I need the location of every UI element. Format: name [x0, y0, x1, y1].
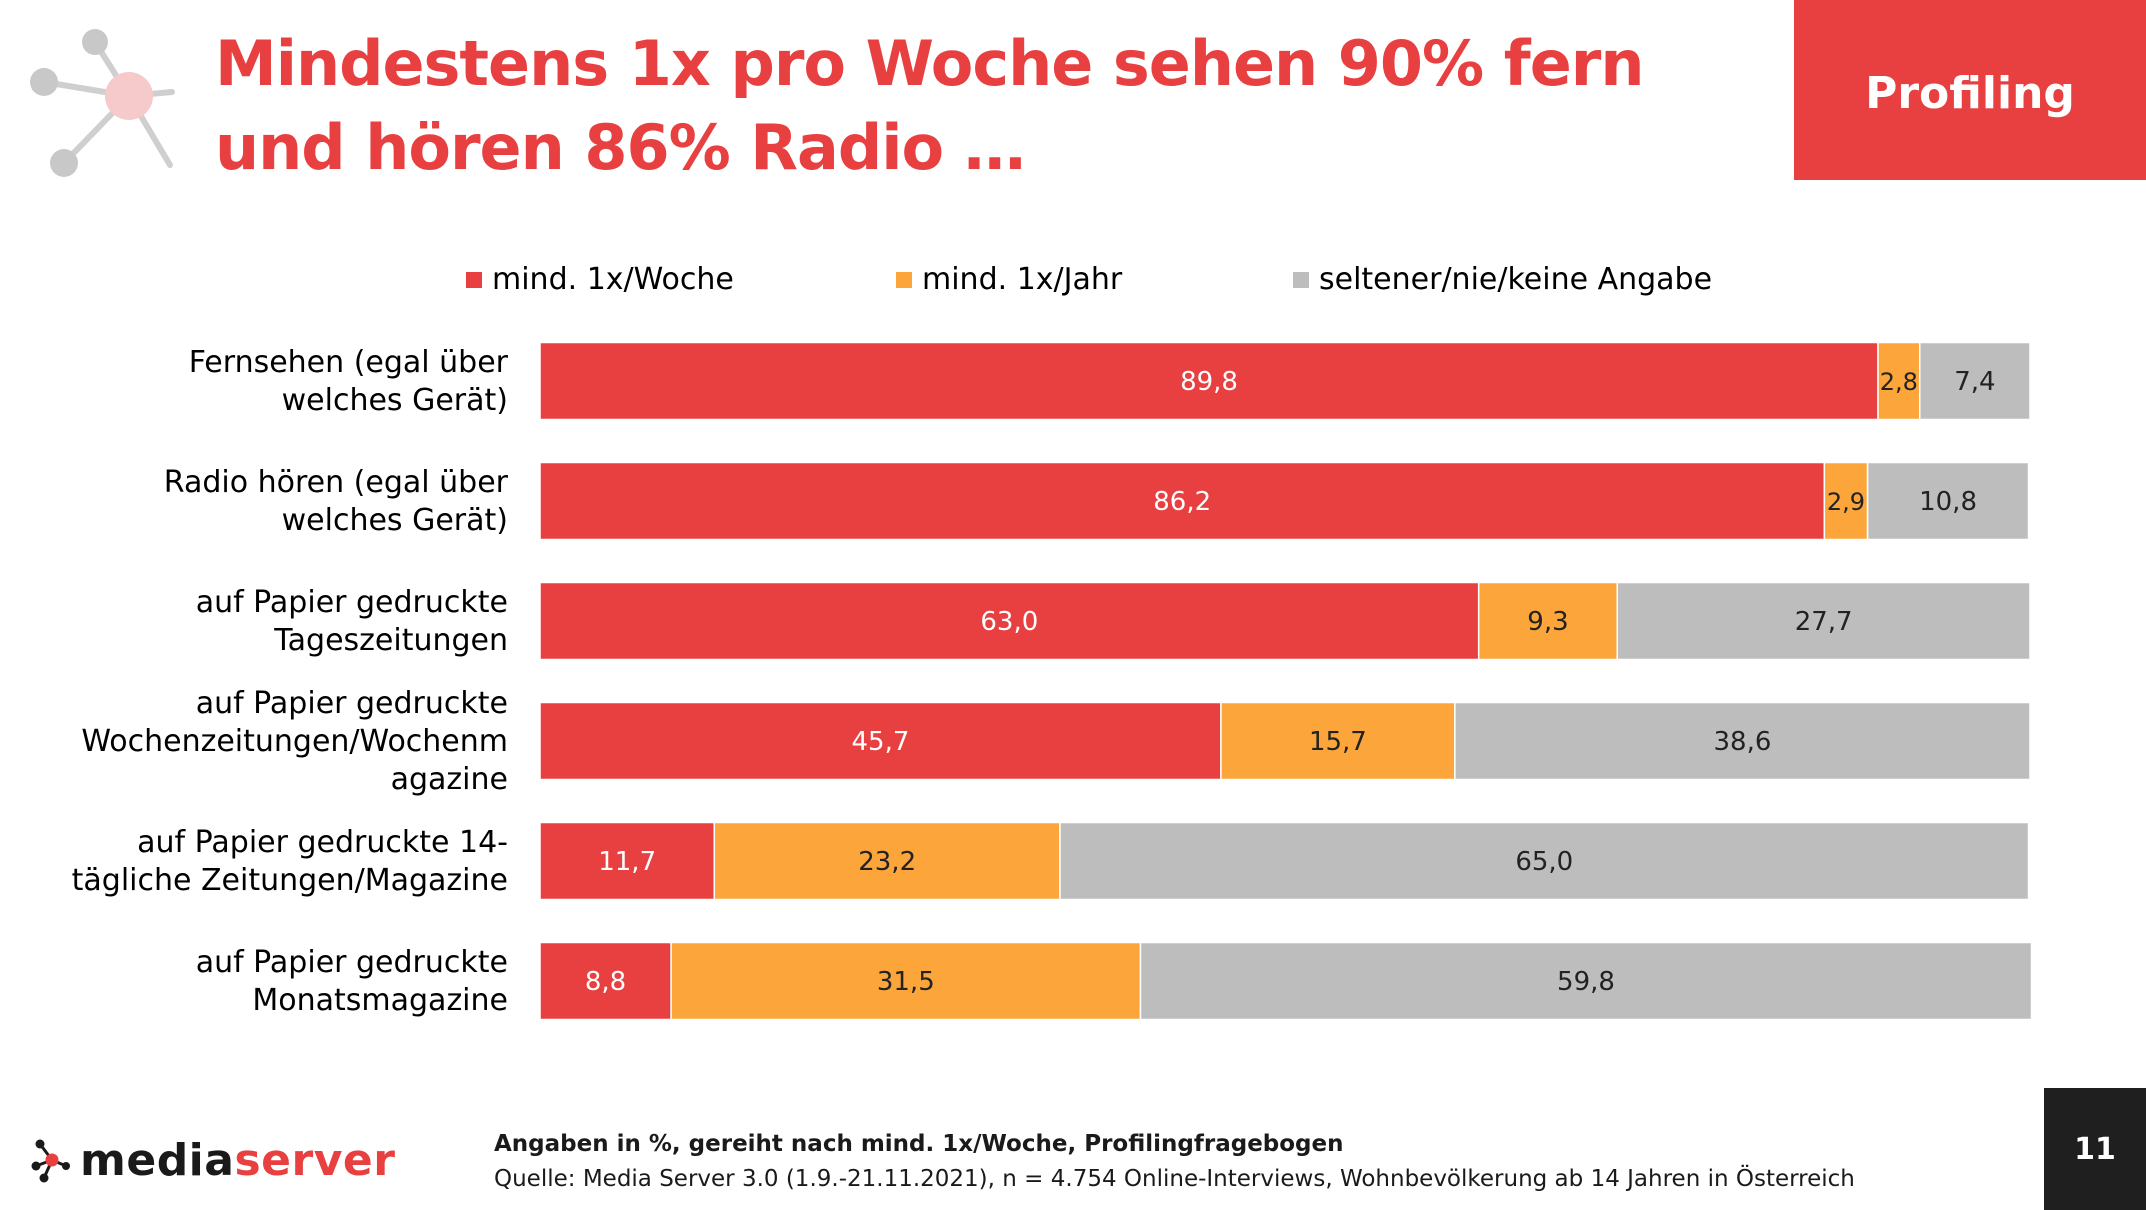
category-label-line: Tageszeitungen: [273, 623, 508, 658]
category-label-line: welches Gerät): [282, 503, 508, 538]
molecule-decoration-icon: [30, 29, 175, 177]
category-label: Radio hören (egal über welches Gerät): [164, 465, 509, 538]
slide-title: Mindestens 1x pro Woche sehen 90% fern u…: [215, 22, 1644, 190]
category-label: Fernsehen (egal über welches Gerät): [189, 345, 509, 418]
category-label-line: tägliche Zeitungen/Magazine: [72, 863, 508, 898]
bar-value-label: 2,9: [1827, 488, 1865, 516]
bar-value-label: 7,4: [1954, 367, 1995, 397]
category-label-line: auf Papier gedruckte: [196, 945, 508, 980]
bar-value-label: 11,7: [598, 847, 656, 877]
bar-segment: [1616, 581, 2031, 661]
logo-text-media: media: [80, 1135, 234, 1186]
legend-item-rarely: seltener/nie/keine Angabe: [1293, 262, 1712, 297]
slide-title-line-2: und hören 86% Radio …: [215, 111, 1026, 184]
bar-segment: [1059, 821, 2030, 901]
category-label: auf Papier gedruckte Wochenzeitungen/Woch…: [81, 686, 508, 797]
bar-segment: [1823, 461, 1869, 541]
bar-segment: [1454, 701, 2031, 781]
category-label-line: auf Papier gedruckte: [196, 686, 508, 721]
category-label-line: agazine: [391, 762, 508, 797]
logo-text-server: server: [234, 1135, 395, 1186]
bar-value-label: 27,7: [1795, 607, 1853, 637]
bar-value-label: 2,8: [1880, 368, 1918, 396]
legend-item-weekly: mind. 1x/Woche: [466, 262, 734, 297]
bar-segment: [539, 941, 672, 1021]
legend-swatch-yearly: [896, 271, 912, 288]
bar-segment: [1139, 941, 2033, 1021]
bar-segment: [539, 341, 1879, 421]
legend-label-yearly: mind. 1x/Jahr: [922, 262, 1123, 297]
category-label-line: Wochenzeitungen/Wochenm: [81, 724, 508, 759]
bar-value-label: 63,0: [980, 607, 1038, 637]
bar-value-label: 59,8: [1557, 967, 1615, 997]
category-label: auf Papier gedruckte Monatsmagazine: [196, 945, 508, 1018]
footer-note: Angaben in %, gereiht nach mind. 1x/Woch…: [494, 1131, 1344, 1157]
category-label: auf Papier gedruckte 14-tägliche Zeitung…: [72, 825, 508, 898]
page-number: 11: [2044, 1088, 2146, 1210]
logo-molecule-icon: [31, 1139, 70, 1183]
category-label: auf Papier gedruckte Tageszeitungen: [196, 585, 508, 658]
category-label-line: Radio hören (egal über: [164, 465, 509, 500]
legend-swatch-rarely: [1293, 271, 1309, 288]
legend-label-rarely: seltener/nie/keine Angabe: [1319, 262, 1713, 297]
bar-value-label: 65,0: [1515, 847, 1573, 877]
footer-source: Quelle: Media Server 3.0 (1.9.-21.11.202…: [494, 1166, 1855, 1192]
bar-segment: [539, 701, 1222, 781]
stacked-bar-chart: Fernsehen (egal über welches Gerät)89,8 2,…: [72, 341, 2033, 1021]
bar-value-label: 23,2: [858, 847, 916, 877]
category-label-line: Monatsmagazine: [252, 983, 508, 1018]
bar-value-label: 31,5: [877, 967, 935, 997]
bar-segment: [713, 821, 1061, 901]
category-label-line: welches Gerät): [282, 383, 508, 418]
category-label-line: Fernsehen (egal über: [189, 345, 509, 380]
footer-notes: Angaben in %, gereiht nach mind. 1x/Woch…: [494, 1127, 1855, 1197]
bar-value-label: 89,8: [1180, 367, 1238, 397]
svg-text:mediaserver: mediaserver: [80, 1135, 395, 1186]
category-label-line: auf Papier gedruckte 14-: [137, 825, 508, 860]
bar-segment: [539, 821, 716, 901]
legend-swatch-weekly: [466, 271, 482, 288]
bar-value-label: 38,6: [1713, 727, 1771, 757]
bar-value-label: 8,8: [585, 967, 626, 997]
legend-label-weekly: mind. 1x/Woche: [492, 262, 734, 297]
bar-segment: [1918, 341, 2031, 421]
bar-segment: [539, 461, 1826, 541]
bar-segment: [670, 941, 1142, 1021]
category-label-line: auf Papier gedruckte: [196, 585, 508, 620]
section-badge: Profiling: [1794, 0, 2146, 180]
bar-segment: [1220, 701, 1456, 781]
bar-value-label: 15,7: [1309, 727, 1367, 757]
bar-value-label: 10,8: [1919, 487, 1977, 517]
mediaserver-logo: mediaserver: [31, 1135, 395, 1186]
bar-value-label: 45,7: [852, 727, 910, 757]
bar-segment: [1866, 461, 2030, 541]
bar-value-label: 86,2: [1153, 487, 1211, 517]
legend-item-yearly: mind. 1x/Jahr: [896, 262, 1122, 297]
bar-value-label: 9,3: [1527, 607, 1568, 637]
section-badge-label: Profiling: [1865, 67, 2075, 119]
slide-title-line-1: Mindestens 1x pro Woche sehen 90% fern: [215, 27, 1644, 100]
bar-segment: [539, 581, 1480, 661]
chart-legend: mind. 1x/Woche mind. 1x/Jahr seltener/ni…: [0, 262, 2146, 302]
